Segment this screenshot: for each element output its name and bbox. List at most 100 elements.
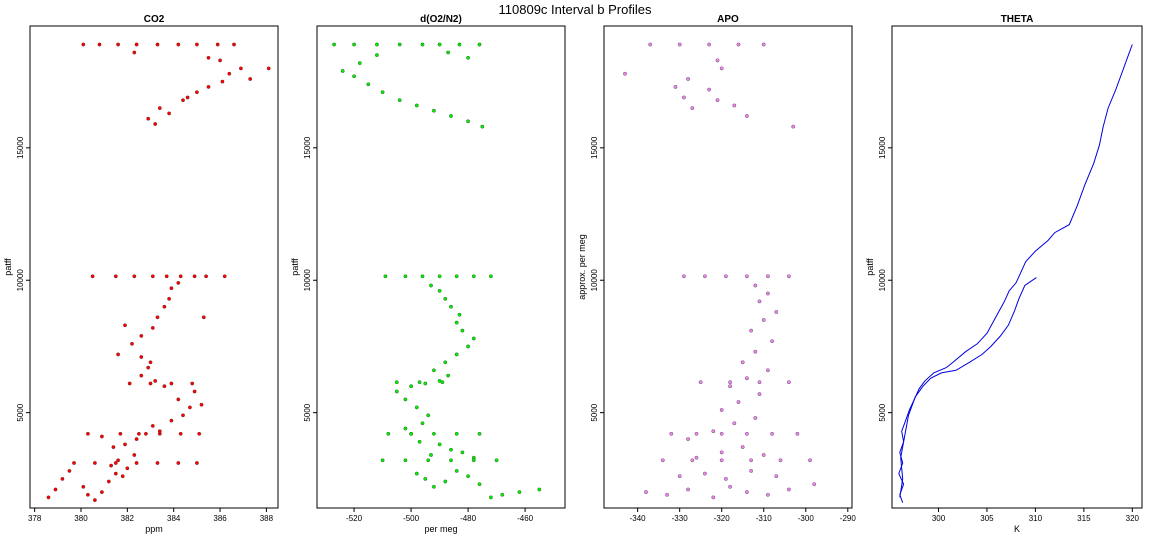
data-point [749, 458, 753, 463]
data-point [403, 274, 408, 279]
data-point [232, 42, 236, 47]
data-point [673, 85, 678, 89]
data-point [690, 458, 695, 463]
x-tick-label: 300 [932, 514, 946, 523]
data-point [648, 42, 653, 47]
data-point [686, 487, 690, 492]
data-point [81, 42, 86, 47]
y-tick-label: 5000 [16, 403, 25, 421]
x-tick-label: -520 [346, 514, 363, 523]
data-point [437, 442, 442, 447]
data-point [660, 458, 665, 463]
data-point [477, 482, 482, 487]
data-point [176, 461, 181, 465]
data-point [449, 114, 453, 118]
y-axis-label: patff [865, 258, 875, 276]
theta-profile-line [898, 44, 1133, 503]
data-point [623, 71, 627, 76]
data-point [745, 376, 749, 381]
data-point [443, 296, 448, 301]
data-point [148, 381, 153, 386]
data-point [167, 111, 171, 116]
data-point [420, 274, 425, 279]
data-point [130, 341, 134, 346]
data-point [537, 487, 542, 492]
data-point [449, 458, 453, 463]
data-point [711, 495, 716, 500]
y-tick-label: 10000 [878, 269, 887, 292]
data-point [123, 442, 127, 447]
data-point [417, 380, 422, 385]
data-point [432, 108, 436, 113]
data-point [146, 365, 151, 370]
x-tick-label: -290 [840, 514, 857, 523]
data-point [132, 453, 137, 457]
data-point [724, 477, 728, 481]
data-point [266, 66, 271, 71]
data-point [157, 106, 162, 110]
data-point [420, 421, 425, 426]
data-point [761, 318, 766, 322]
panel-title: d(O2/N2) [420, 14, 462, 25]
data-point [397, 42, 402, 47]
x-tick-label: -330 [672, 514, 689, 523]
data-point [206, 85, 211, 89]
x-tick-label: -480 [460, 514, 477, 523]
data-point [440, 380, 445, 385]
data-point [46, 495, 51, 500]
data-point [153, 122, 158, 126]
y-tick-label: 10000 [303, 269, 312, 292]
data-point [340, 69, 345, 73]
data-point [134, 461, 139, 465]
x-tick-label: -500 [403, 514, 420, 523]
data-point [466, 344, 470, 349]
data-point [749, 328, 753, 333]
data-point [437, 42, 442, 47]
data-point [753, 283, 758, 288]
data-point [190, 381, 195, 386]
data-point [86, 431, 90, 436]
data-point [155, 315, 160, 320]
data-point [150, 424, 155, 428]
data-point [728, 384, 732, 389]
data-point [239, 66, 243, 71]
panel-apo: APO -340 -330 -320 -310 -300 -290 5000 10000 1500… [577, 14, 856, 523]
data-point [466, 55, 470, 60]
data-point [222, 274, 227, 279]
data-point [100, 490, 104, 494]
data-point [715, 98, 720, 103]
data-point [736, 400, 741, 404]
data-point [707, 42, 711, 47]
data-point [808, 458, 812, 463]
data-point [774, 310, 779, 314]
data-point [93, 461, 97, 465]
x-tick-label: 388 [260, 514, 274, 523]
data-point [178, 274, 183, 279]
data-point [218, 58, 222, 63]
data-point [423, 381, 428, 386]
data-point [181, 98, 185, 103]
data-point [698, 380, 703, 385]
data-point [383, 274, 388, 279]
x-tick-label: 305 [980, 514, 994, 523]
data-point [774, 474, 779, 479]
data-point [761, 453, 766, 457]
data-point [766, 492, 770, 497]
data-point [745, 114, 749, 118]
x-tick-label: -300 [798, 514, 815, 523]
data-point [757, 392, 762, 396]
data-point [454, 320, 459, 325]
data-point [787, 487, 791, 492]
data-point [116, 352, 120, 357]
data-point [466, 119, 470, 124]
data-point [127, 381, 132, 386]
data-point [111, 445, 116, 449]
data-point [414, 405, 419, 410]
data-point [125, 466, 130, 471]
data-point [414, 103, 419, 108]
y-tick-label: 15000 [303, 136, 312, 159]
data-point [686, 77, 690, 81]
y-axis-label: approx. per meg [577, 234, 587, 300]
data-point [195, 90, 199, 95]
data-point [644, 490, 648, 494]
